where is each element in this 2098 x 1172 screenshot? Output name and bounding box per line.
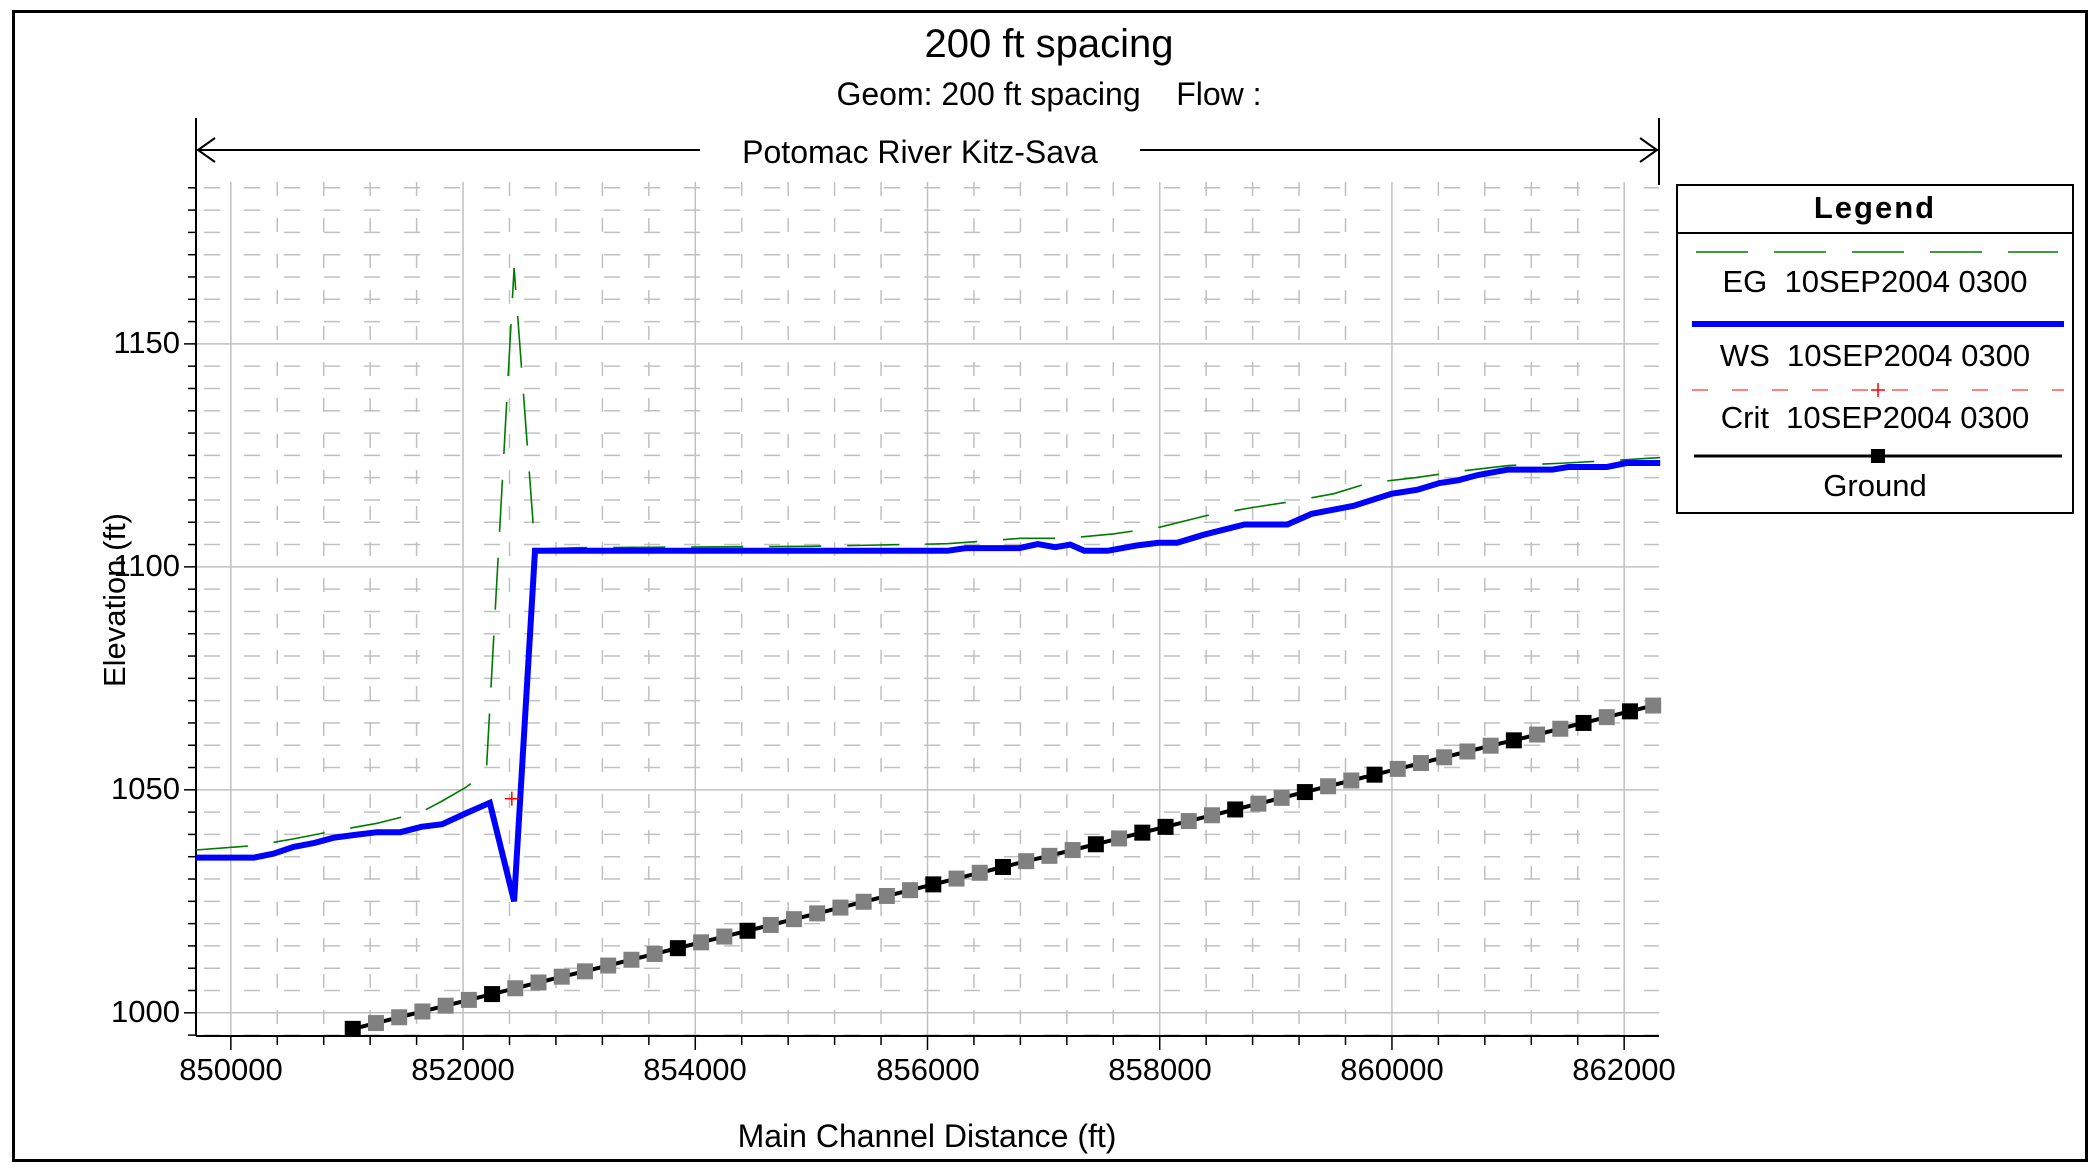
y-tick-label: 1150 bbox=[113, 325, 180, 360]
chart-frame bbox=[12, 10, 2088, 1162]
legend-item-ground: Ground bbox=[1678, 446, 2072, 512]
ground-line-square-icon bbox=[1694, 449, 2062, 463]
x-axis-label: Main Channel Distance (ft) bbox=[737, 1118, 1117, 1154]
legend-item-crit: Crit 10SEP2004 0300 bbox=[1678, 380, 2072, 440]
ws-solid-line-icon bbox=[1692, 321, 2064, 327]
x-tick-label: 852000 bbox=[411, 1052, 515, 1087]
legend-item-eg: EG 10SEP2004 0300 bbox=[1678, 242, 2072, 302]
eg-dashed-line-icon bbox=[1696, 251, 2058, 253]
axes-lines bbox=[184, 182, 1659, 1050]
y-tick-label: 1100 bbox=[113, 548, 180, 583]
x-tick-label: 860000 bbox=[1340, 1052, 1444, 1087]
grid-lines bbox=[196, 182, 1659, 1036]
x-tick-label: 862000 bbox=[1572, 1052, 1676, 1087]
chart-subtitle: Geom: 200 ft spacing Flow : bbox=[836, 76, 1262, 112]
x-tick-label: 850000 bbox=[179, 1052, 283, 1087]
x-tick-label: 858000 bbox=[1108, 1052, 1212, 1087]
x-tick-label: 856000 bbox=[876, 1052, 980, 1087]
legend-label: Ground bbox=[1823, 468, 1927, 503]
legend: Legend EG 10SEP2004 0300 WS 10SEP2004 03… bbox=[1676, 184, 2074, 514]
reach-label: Potomac River Kitz-Sava bbox=[700, 134, 1140, 171]
legend-label: EG 10SEP2004 0300 bbox=[1722, 264, 2028, 299]
chart-title: 200 ft spacing bbox=[924, 22, 1174, 66]
legend-label: WS 10SEP2004 0300 bbox=[1719, 338, 2031, 373]
legend-item-ws: WS 10SEP2004 0300 bbox=[1678, 314, 2072, 374]
y-axis-label: Elevation (ft) bbox=[97, 512, 133, 688]
y-tick-label: 1000 bbox=[111, 994, 180, 1029]
legend-title: Legend bbox=[1678, 186, 2072, 234]
y-tick-label: 1050 bbox=[111, 771, 180, 806]
data-series bbox=[195, 268, 1662, 1037]
legend-label: Crit 10SEP2004 0300 bbox=[1720, 400, 2030, 435]
x-tick-label: 854000 bbox=[643, 1052, 747, 1087]
crit-dashed-plus-icon bbox=[1692, 383, 2064, 397]
